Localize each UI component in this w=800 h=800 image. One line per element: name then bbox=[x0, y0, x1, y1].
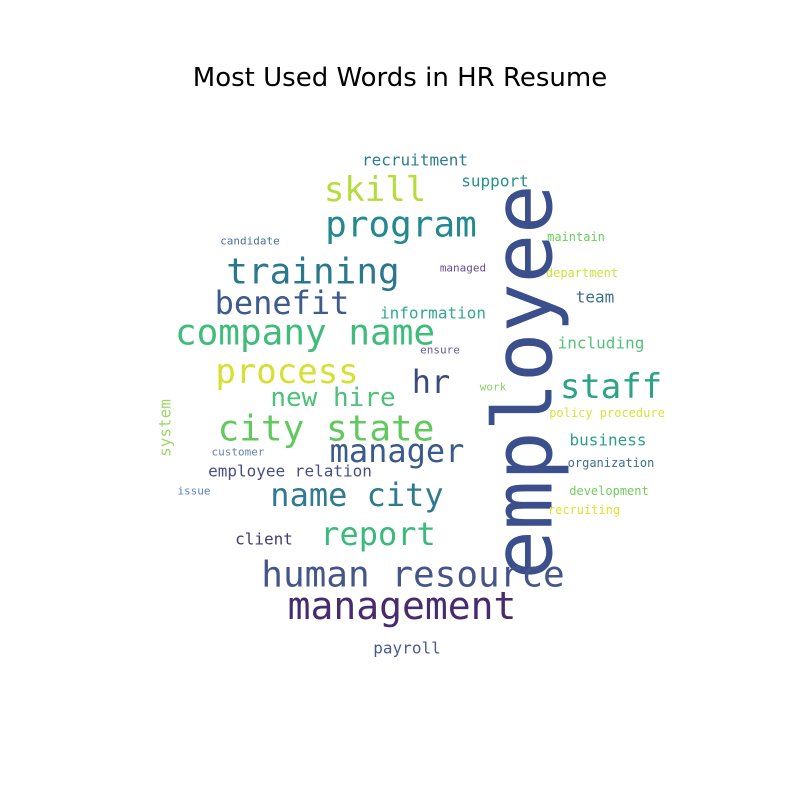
word-company-name: company name bbox=[175, 313, 435, 354]
word-including: including bbox=[558, 334, 645, 353]
word-human-resource: human resource bbox=[261, 555, 564, 596]
word-employee-relation: employee relation bbox=[208, 462, 372, 481]
word-report: report bbox=[320, 515, 436, 553]
word-process: process bbox=[215, 352, 358, 392]
word-system: system bbox=[156, 399, 175, 457]
word-team: team bbox=[576, 288, 615, 307]
word-client: client bbox=[235, 530, 293, 549]
word-management: management bbox=[288, 584, 517, 628]
word-city-state: city state bbox=[218, 409, 435, 450]
word-skill: skill bbox=[324, 170, 426, 210]
word-managed: managed bbox=[440, 262, 486, 275]
word-organization: organization bbox=[568, 456, 655, 470]
chart-title: Most Used Words in HR Resume bbox=[192, 63, 608, 93]
word-work: work bbox=[480, 381, 507, 394]
word-training: training bbox=[226, 252, 399, 293]
word-recruitment: recruitment bbox=[362, 151, 468, 170]
word-new-hire: new hire bbox=[270, 383, 395, 413]
word-hr: hr bbox=[412, 363, 451, 401]
word-customer: customer bbox=[212, 446, 265, 459]
word-development: development bbox=[569, 484, 648, 498]
word-name-city: name city bbox=[270, 476, 443, 514]
word-ensure: ensure bbox=[420, 344, 460, 357]
word-issue: issue bbox=[177, 485, 210, 498]
word-manager: manager bbox=[330, 432, 465, 470]
word-department: department bbox=[546, 266, 618, 280]
word-recruiting: recruiting bbox=[548, 503, 620, 517]
word-policy-procedure: policy procedure bbox=[549, 406, 665, 420]
word-maintain: maintain bbox=[547, 230, 605, 244]
word-benefit: benefit bbox=[215, 284, 350, 322]
word-business: business bbox=[569, 431, 646, 450]
word-program: program bbox=[325, 205, 477, 246]
word-staff: staff bbox=[560, 367, 662, 407]
word-information: information bbox=[380, 304, 486, 323]
word-payroll: payroll bbox=[373, 639, 440, 658]
word-employee: employee bbox=[477, 185, 572, 580]
word-support: support bbox=[461, 172, 528, 191]
word-candidate: candidate bbox=[220, 235, 280, 248]
